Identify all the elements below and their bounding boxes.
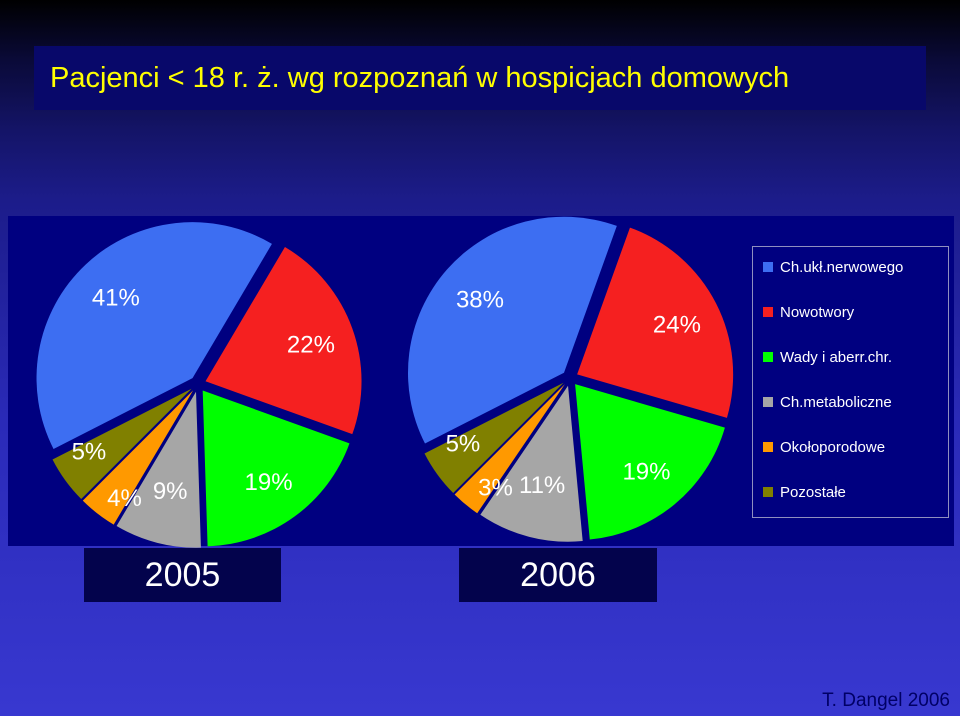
pie-slice [424,382,564,494]
pie-slice [205,247,362,435]
legend-label: Ch.ukł.nerwowego [780,258,904,276]
legend-item: Nowotwory [763,302,854,322]
credit-text: T. Dangel 2006 [822,690,950,711]
legend-label: Pozostałe [780,483,846,501]
legend-label: Wady i aberr.chr. [780,348,892,366]
slice-label: 22% [287,331,335,358]
slice-label: 41% [92,285,140,312]
pie-slice [480,385,583,542]
legend-label: Okołoporodowe [780,438,886,456]
year-label-2006: 2006 [459,548,657,602]
legend-swatch [763,442,773,452]
legend: Ch.ukł.nerwowego Nowotwory Wady i aberr.ch… [752,246,949,518]
legend-item: Wady i aberr.chr. [763,347,892,367]
legend-swatch [763,397,773,407]
slice-label: 3% [478,474,513,501]
legend-swatch [763,352,773,362]
pie-slice [82,390,194,525]
slice-label: 38% [456,287,504,314]
pie-slice [202,390,350,547]
slice-label: 9% [153,478,188,505]
legend-swatch [763,307,773,317]
slice-label: 19% [622,458,670,485]
slice-label: 5% [72,439,107,466]
year-label-2005: 2005 [84,548,281,602]
legend-item: Pozostałe [763,482,846,502]
pie-slice [577,227,734,418]
pie-slice [36,222,272,449]
slide-title: Pacjenci < 18 r. ż. wg rozpoznań w hospi… [50,61,790,94]
pie-slice [407,216,617,444]
pie-slice [575,384,725,540]
legend-item: Ch.ukł.nerwowego [763,257,903,277]
slice-label: 24% [653,312,701,339]
legend-item: Okołoporodowe [763,437,885,457]
legend-item: Ch.metaboliczne [763,392,892,412]
slice-label: 11% [519,472,565,499]
legend-label: Nowotwory [780,303,855,321]
slice-label: 4% [107,485,142,512]
pie-slice [52,388,192,500]
legend-label: Ch.metaboliczne [780,393,892,411]
title-box: Pacjenci < 18 r. ż. wg rozpoznań w hospi… [34,46,926,110]
pie-slice [454,384,565,514]
legend-swatch [763,262,773,272]
legend-swatch [763,487,773,497]
pie-slice [116,391,201,548]
slice-label: 19% [245,469,293,496]
slice-label: 5% [446,431,481,458]
